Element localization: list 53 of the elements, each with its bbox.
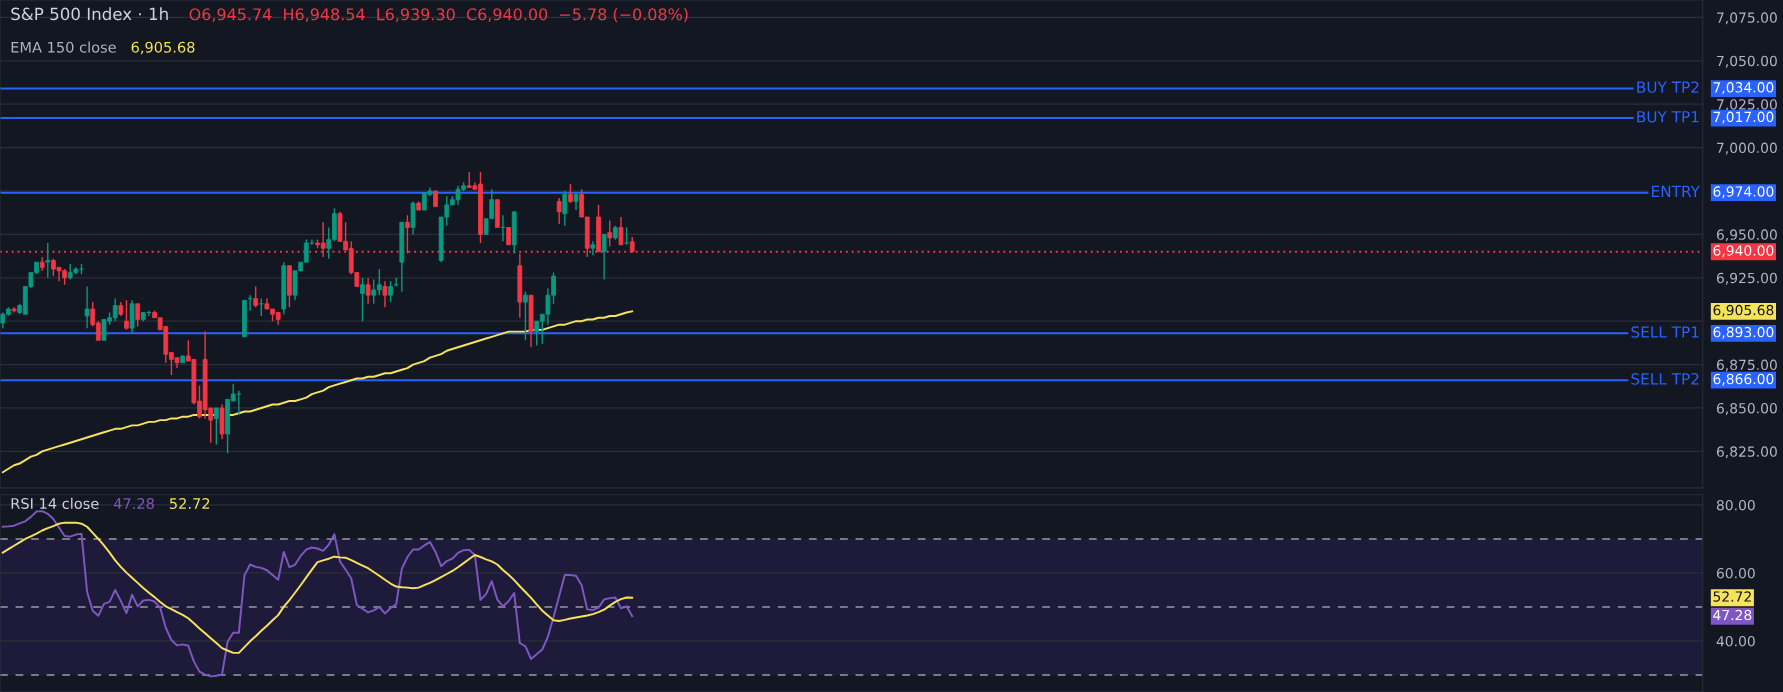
candlestick — [618, 216, 624, 246]
text: 6,866.00 — [1713, 373, 1774, 386]
annotation: 52.72 — [169, 498, 210, 510]
text: 6,893.00 — [1713, 326, 1774, 339]
y-tick-label: 6,950.00 — [1716, 229, 1777, 242]
candlestick — [556, 197, 562, 225]
chart-title: S&P 500 Index · 1h — [11, 7, 168, 21]
annotation: 47.28 — [113, 498, 154, 510]
candlestick — [45, 242, 51, 279]
candlestick — [601, 233, 607, 281]
line-series — [1, 521, 634, 654]
y-tick-label: 7,025.00 — [1717, 99, 1777, 112]
text: 7,017.00 — [1713, 111, 1774, 124]
y-tick-label: 80.00 — [1716, 499, 1755, 511]
candlestick — [213, 407, 219, 446]
annotation: EMA 150 close — [11, 41, 116, 53]
line-series — [1, 510, 634, 678]
y-tick-label: 6,825.00 — [1716, 446, 1777, 459]
y-tick-label: 7,000.00 — [1717, 142, 1777, 155]
annotation: O6,945.74 H6,948.54 L6,939.30 C6,940.00 −5.78 (−0.08%) — [189, 8, 688, 23]
y-tick-label: 40.00 — [1716, 635, 1755, 647]
y-tick-label: 6,875.00 — [1716, 359, 1777, 372]
candlestick — [568, 183, 573, 204]
candlestick — [84, 285, 90, 329]
ref-line-label: SELL TP2 — [1631, 373, 1699, 385]
ref-line-label: SELL TP1 — [1631, 326, 1699, 338]
candlestick — [607, 219, 613, 248]
ref-line-label: BUY TP2 — [1637, 81, 1699, 93]
candlestick — [360, 277, 365, 322]
candlestick — [523, 290, 528, 341]
text: 6,940.00 — [1713, 245, 1774, 258]
y-tick-label: 60.00 — [1716, 567, 1755, 579]
candlestick — [388, 280, 393, 303]
y-tick-label: 7,075.00 — [1717, 12, 1777, 25]
candlestick — [124, 299, 129, 331]
text: 52.72 — [1713, 591, 1751, 602]
text: 6,974.00 — [1713, 186, 1774, 199]
candlestick — [365, 277, 371, 305]
ref-line-label: BUY TP1 — [1637, 111, 1699, 123]
text: 7,034.00 — [1713, 82, 1774, 94]
candlestick — [253, 285, 259, 308]
candlestick — [382, 280, 388, 308]
y-tick-label: 6,850.00 — [1716, 402, 1777, 415]
chart-title: RSI 14 close — [11, 497, 99, 510]
y-tick-label: 6,925.00 — [1716, 272, 1777, 285]
text: 6,905.68 — [1713, 304, 1774, 317]
ref-line-label: ENTRY — [1652, 185, 1700, 197]
annotation: 6,905.68 — [131, 41, 195, 55]
y-tick-label: 7,050.00 — [1717, 55, 1777, 68]
candlestick — [590, 240, 596, 256]
text: 47.28 — [1713, 609, 1752, 621]
candlestick — [135, 303, 141, 328]
candlestick — [562, 190, 568, 227]
